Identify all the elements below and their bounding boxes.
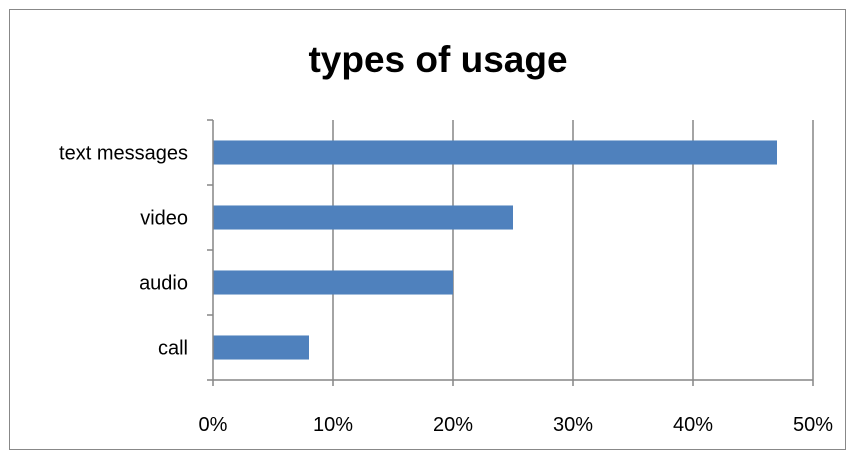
bar (213, 335, 309, 360)
x-tick-label: 40% (673, 414, 713, 436)
chart-frame: types of usage text messages video audio ca… (9, 9, 846, 450)
tick-labels: text messages video audio call 0% 10% 20% 30% 40… (59, 143, 833, 437)
y-tick-label: call (158, 338, 188, 360)
y-tick-label: text messages (59, 143, 188, 165)
x-tick-label: 10% (313, 414, 353, 436)
axes (207, 119, 814, 386)
x-tick-label: 0% (199, 414, 228, 436)
bar (213, 205, 513, 230)
y-tick-label: audio (139, 273, 188, 295)
y-tick-label: video (140, 208, 188, 230)
x-tick-label: 20% (433, 414, 473, 436)
bar (213, 140, 777, 165)
x-tick-label: 50% (793, 414, 833, 436)
chart-title: types of usage (308, 39, 567, 80)
x-tick-label: 30% (553, 414, 593, 436)
bar (213, 270, 453, 295)
bars (213, 140, 777, 360)
bar-chart: types of usage text messages video audio ca… (59, 39, 833, 437)
